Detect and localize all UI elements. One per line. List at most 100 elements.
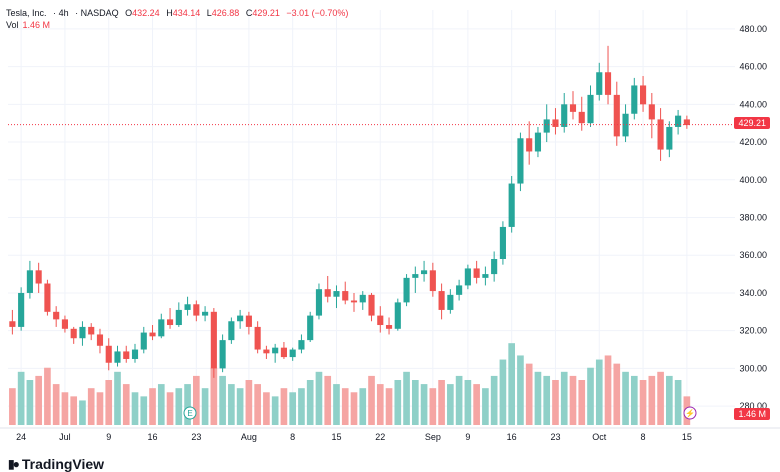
volume-bar xyxy=(674,380,682,425)
candle-body xyxy=(464,268,471,286)
volume-bar xyxy=(447,384,454,425)
candle-body xyxy=(254,326,261,350)
volume-bar xyxy=(315,371,323,425)
dividend-marker-circle xyxy=(683,406,697,420)
volume-bar xyxy=(657,371,664,425)
change-value: −3.01 (−0.70%) xyxy=(286,8,349,18)
volume-bar xyxy=(613,363,621,425)
candle-body xyxy=(114,351,121,363)
volume-bar xyxy=(552,380,559,425)
volume-bar xyxy=(385,388,393,425)
candle-body xyxy=(534,132,542,152)
candle-body xyxy=(315,289,323,316)
volume-bar xyxy=(228,384,235,425)
candle-body xyxy=(657,119,664,150)
volume-bars xyxy=(9,343,691,425)
volume-bar xyxy=(70,396,78,425)
time-tick-label: Sep xyxy=(425,432,441,442)
candle-body xyxy=(202,311,209,316)
volume-legend: Vol 1.46 M xyxy=(6,20,50,30)
close-label: C xyxy=(245,8,253,18)
volume-bar xyxy=(114,371,121,425)
volume-bar xyxy=(140,396,148,425)
candle-body xyxy=(543,119,550,133)
interval[interactable]: 4h xyxy=(58,8,69,18)
candle-body xyxy=(105,345,112,363)
volume-bar xyxy=(525,363,533,425)
time-tick-label: 24 xyxy=(16,432,26,442)
candles xyxy=(9,45,690,378)
volume-bar xyxy=(271,396,279,425)
volume-bar xyxy=(517,355,524,425)
volume-bar xyxy=(429,388,437,425)
low-value: 426.88 xyxy=(211,8,240,18)
candle-body xyxy=(359,294,366,303)
tradingview-logo[interactable]: ▮● TradingView xyxy=(8,456,104,472)
earnings-marker[interactable]: E xyxy=(183,406,197,420)
volume-bar xyxy=(482,388,489,425)
candle-body xyxy=(587,94,594,124)
volume-bar xyxy=(149,388,156,425)
candle-body xyxy=(342,291,349,301)
price-tick-label: 420.00 xyxy=(739,137,767,147)
candle-body xyxy=(245,315,252,327)
candle-body xyxy=(61,319,69,329)
low-label: L xyxy=(206,8,212,18)
candle-body xyxy=(377,315,384,326)
volume-bar xyxy=(184,384,191,425)
symbol-name[interactable]: Tesla, Inc. xyxy=(6,8,47,18)
price-axis[interactable]: 280.00 300.00 320.00 340.00 360.00 380.00 400.… xyxy=(739,24,767,411)
earnings-marker-circle xyxy=(183,406,197,420)
volume-bar xyxy=(648,375,656,425)
candle-body xyxy=(438,291,445,310)
volume-label[interactable]: Vol xyxy=(6,20,19,30)
price-tick-label: 460.00 xyxy=(739,62,767,72)
volume-bar xyxy=(666,375,673,425)
volume-bar xyxy=(157,384,165,425)
symbol-legend: Tesla, Inc. · 4h · NASDAQ O432.24 H434.1… xyxy=(6,7,348,20)
dividend-marker[interactable]: ⚡ xyxy=(683,406,697,420)
time-axis[interactable]: 24 Jul 9 16 23 Aug 8 15 22 Sep 9 16 23 Oct 8 15 xyxy=(0,427,780,442)
volume-bar xyxy=(630,375,638,425)
volume-bar xyxy=(560,371,568,425)
last-price-tag: 429.21 xyxy=(734,117,770,129)
candle-body xyxy=(307,315,314,341)
candle-body xyxy=(272,347,279,354)
open-label: O xyxy=(125,8,133,18)
candle-body xyxy=(44,283,51,312)
candle-body xyxy=(123,351,130,359)
candle-body xyxy=(456,285,463,295)
volume-value: 1.46 M xyxy=(22,20,51,30)
volume-bar xyxy=(455,375,463,425)
candle-body xyxy=(140,332,147,350)
candle-body xyxy=(473,268,480,278)
time-tick-label: 22 xyxy=(375,432,385,442)
candle-body xyxy=(499,226,506,259)
volume-bar xyxy=(394,380,402,425)
volume-bar xyxy=(376,384,384,425)
legend-dot-1: · xyxy=(53,8,57,18)
volume-bar xyxy=(122,384,130,425)
candle-body xyxy=(88,326,95,335)
candle-body xyxy=(631,85,638,114)
candle-body xyxy=(35,270,42,284)
volume-bar xyxy=(201,388,209,425)
price-tick-label: 320.00 xyxy=(739,326,767,336)
volume-bar xyxy=(622,371,629,425)
candle-body xyxy=(683,119,690,126)
price-tick-label: 360.00 xyxy=(739,250,767,260)
price-tick-label: 300.00 xyxy=(739,363,767,373)
volume-bar xyxy=(289,392,297,425)
candle-body xyxy=(131,349,139,359)
candle-body xyxy=(158,319,165,337)
volume-bar xyxy=(420,384,428,425)
volume-bar xyxy=(96,392,104,425)
candle-body xyxy=(26,270,33,293)
high-value: 434.14 xyxy=(172,8,201,18)
candle-body xyxy=(569,104,577,112)
candle-body xyxy=(508,183,515,227)
candle-body xyxy=(403,277,410,303)
volume-bar xyxy=(87,388,95,425)
volume-bar xyxy=(543,375,551,425)
